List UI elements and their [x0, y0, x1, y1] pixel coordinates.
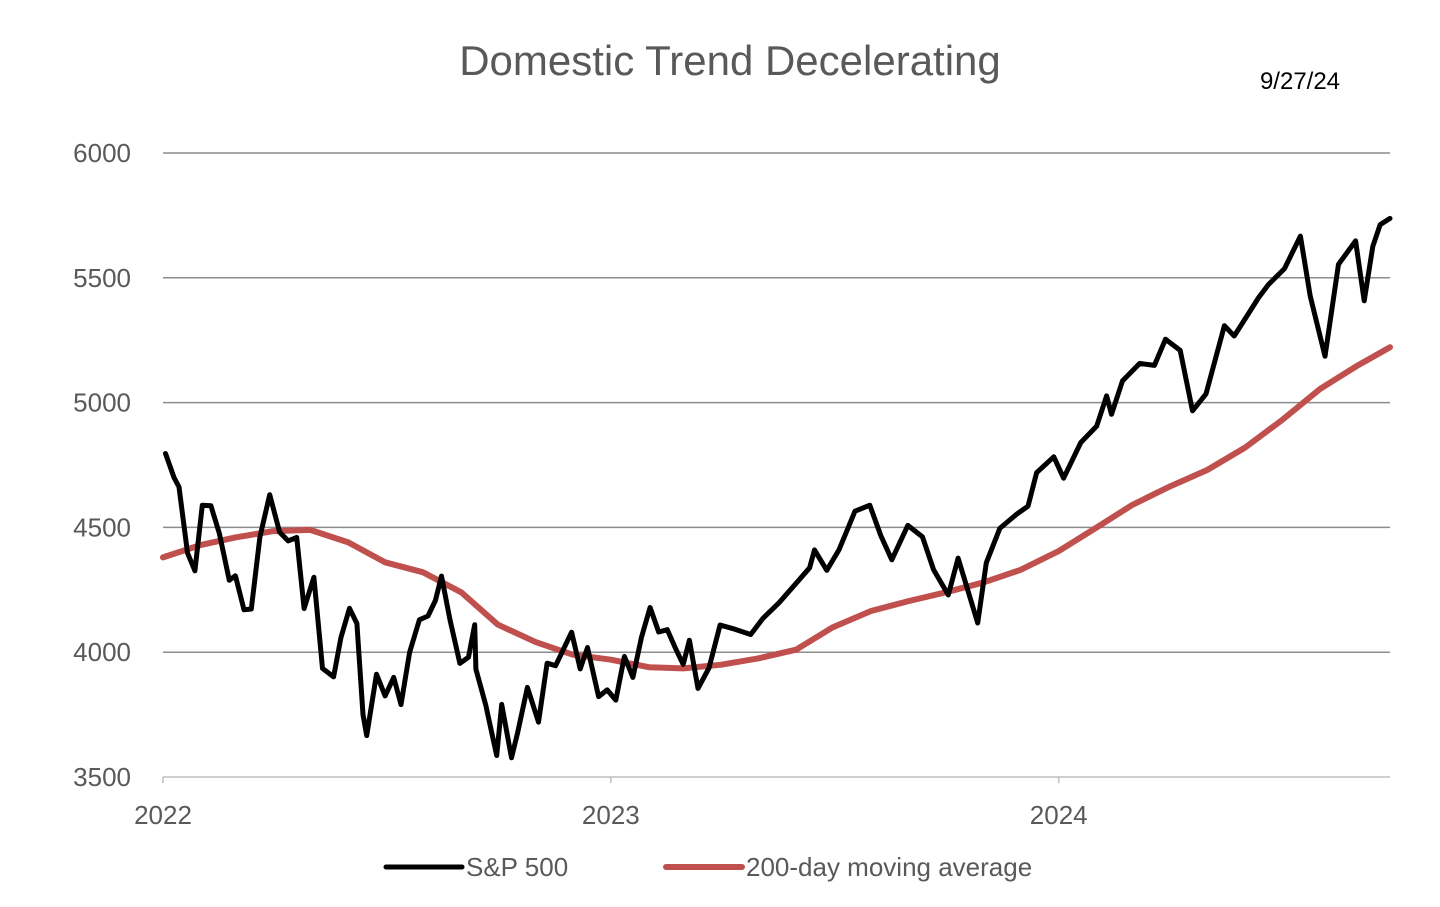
- series-lines: [160, 215, 1393, 761]
- gridlines: [163, 152, 1390, 778]
- y-tick-label: 4500: [73, 512, 131, 542]
- x-tick-label: 2022: [134, 800, 192, 830]
- x-axis-ticks: 2022 2023 2024: [134, 777, 1088, 830]
- chart-date-label: 9/27/24: [1260, 68, 1340, 95]
- legend-label: S&P 500: [466, 852, 568, 882]
- y-tick-label: 5000: [73, 388, 131, 418]
- sp500-line: [163, 215, 1393, 761]
- chart-title: Domestic Trend Decelerating: [459, 37, 1001, 84]
- y-tick-label: 6000: [73, 138, 131, 168]
- y-tick-label: 4000: [73, 637, 131, 667]
- legend-label: 200-day moving average: [746, 852, 1032, 882]
- moving-average-line: [160, 344, 1393, 672]
- y-tick-label: 3500: [73, 762, 131, 792]
- x-tick-label: 2024: [1030, 800, 1088, 830]
- y-tick-label: 5500: [73, 263, 131, 293]
- x-tick-label: 2023: [582, 800, 640, 830]
- y-axis-ticks: 3500 4000 4500 5000 5500 6000: [73, 138, 131, 792]
- legend: S&P 500 200-day moving average: [383, 852, 1032, 882]
